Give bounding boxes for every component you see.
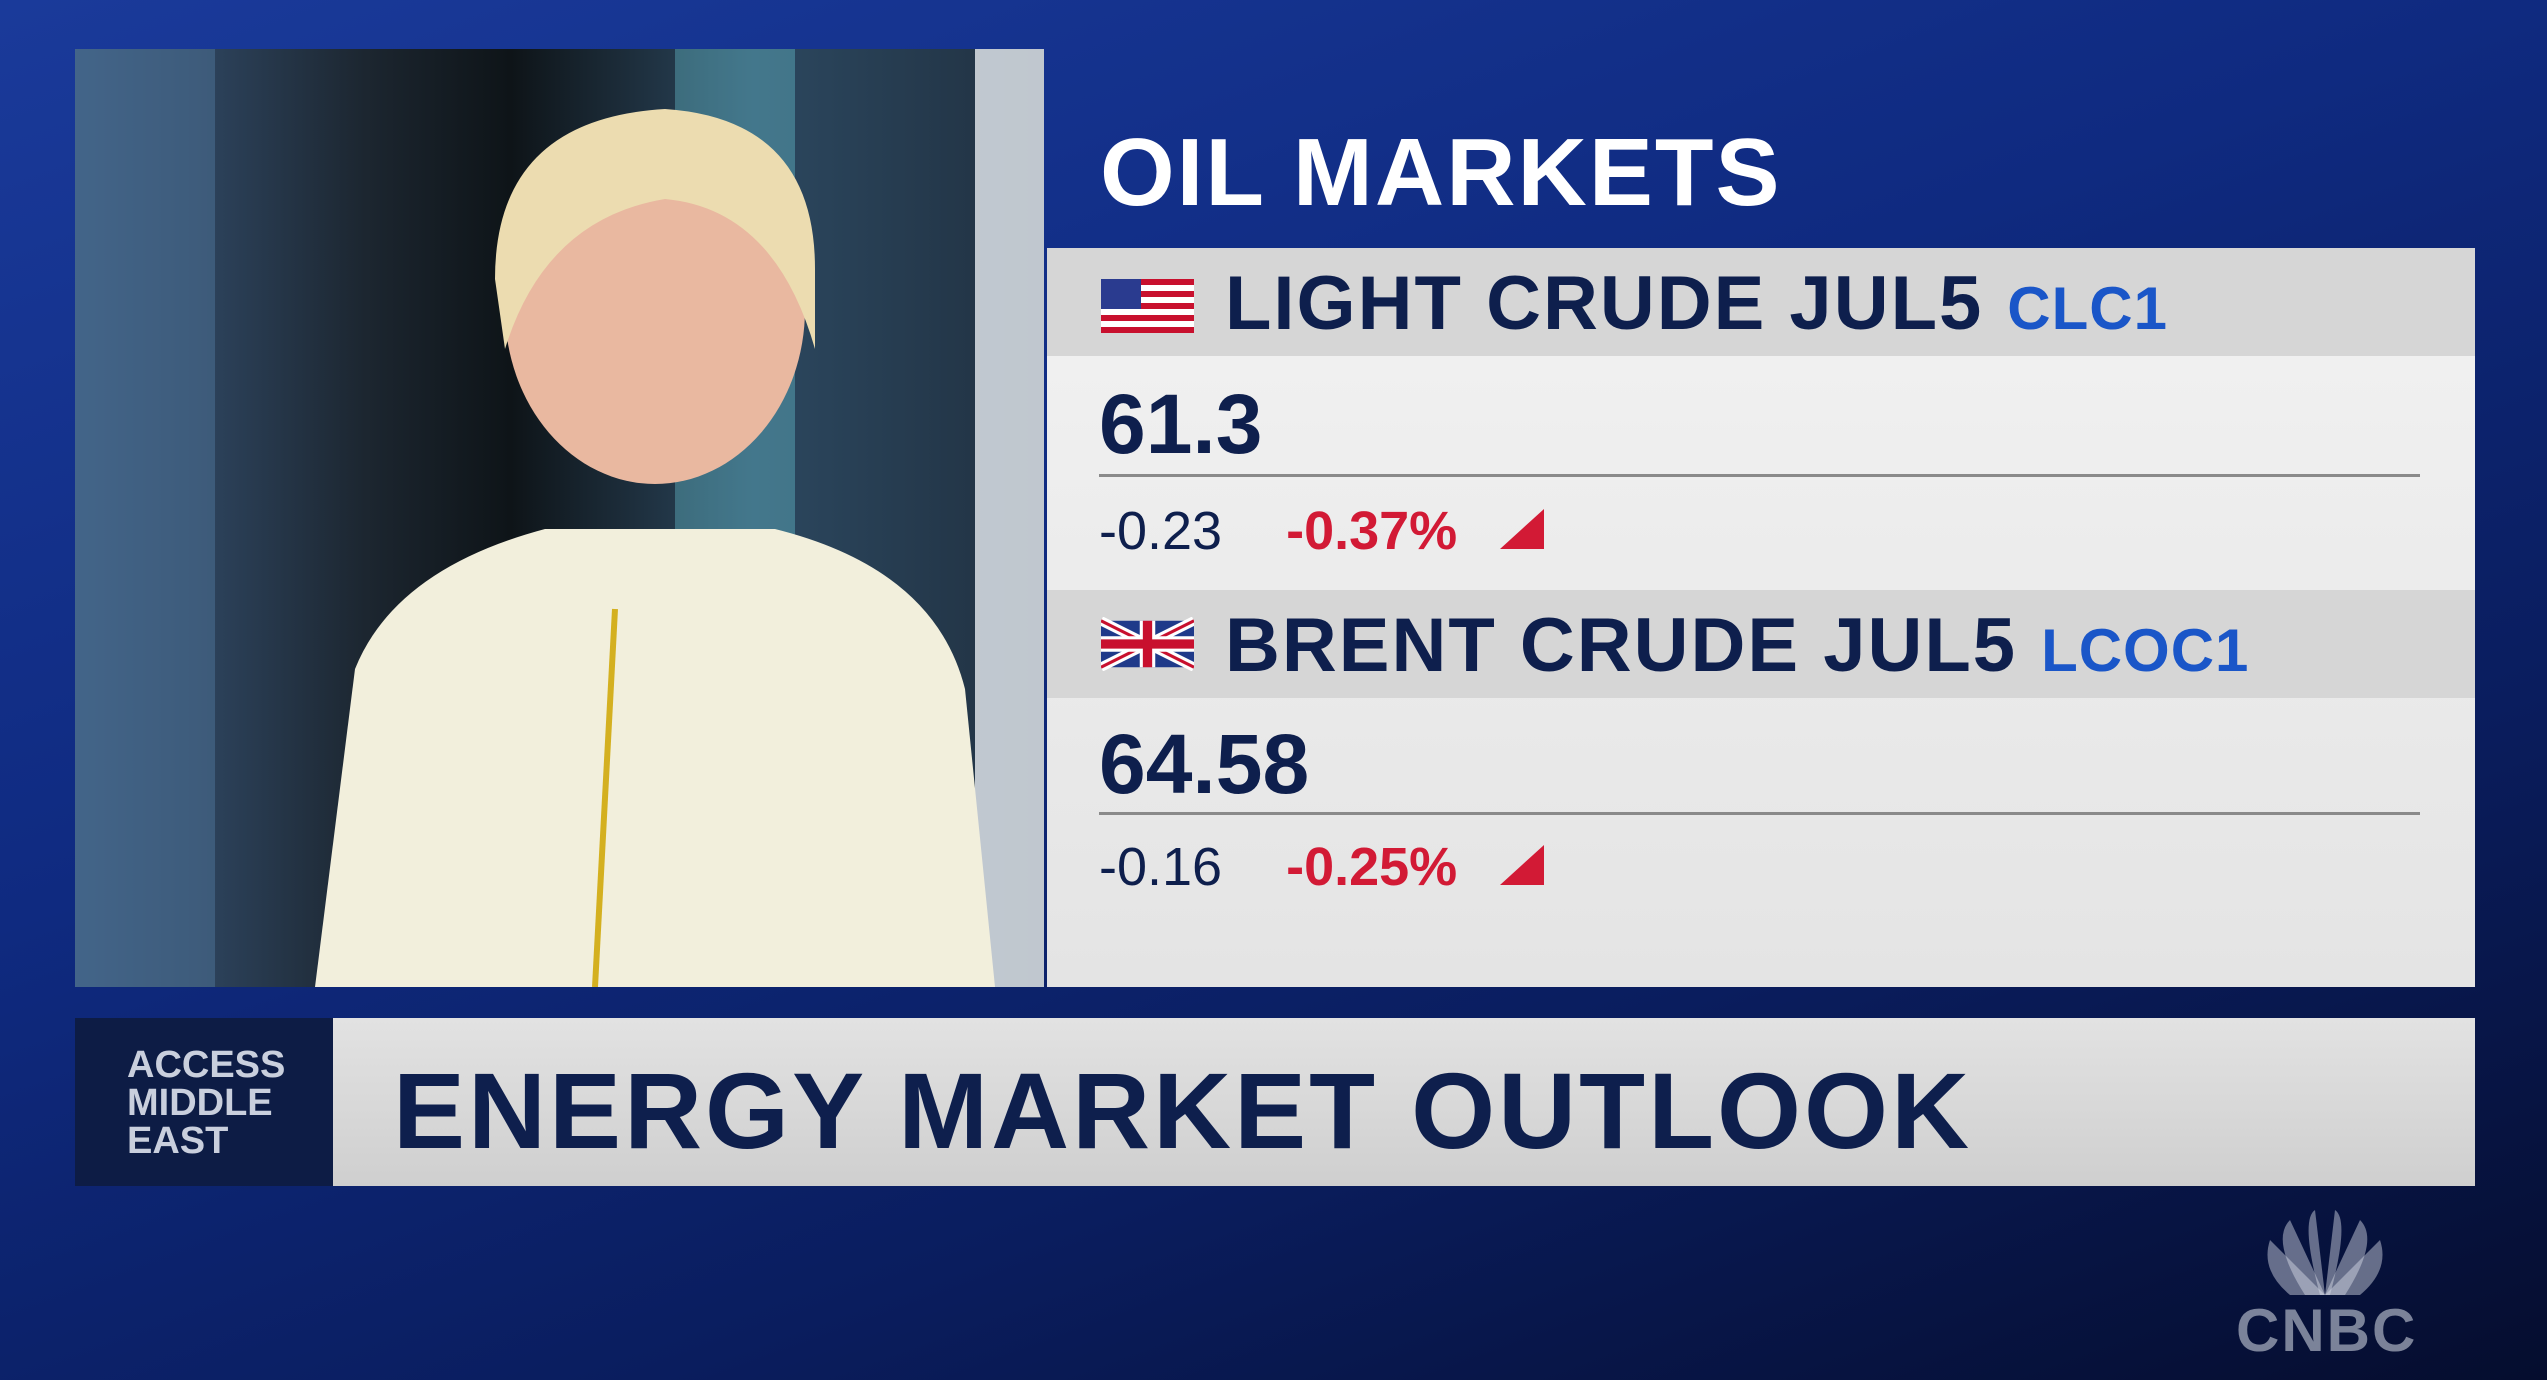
quote-name: LIGHT CRUDE JUL5 CLC1 (1225, 260, 2168, 347)
show-name: ACCESS MIDDLE EAST (75, 1018, 333, 1186)
down-indicator (1500, 509, 1545, 549)
quote-price: 61.3 (1099, 377, 1263, 471)
video-feed (75, 49, 1044, 987)
uk-flag (1101, 617, 1194, 671)
presenter-image (75, 49, 1044, 987)
headline: ENERGY MARKET OUTLOOK (393, 1050, 1973, 1171)
quote-ticker: LCOC1 (2041, 617, 2250, 684)
us-flag (1101, 279, 1194, 333)
change-value: -0.23 (1099, 501, 1223, 561)
quote-change: -0.16 -0.25% (1099, 836, 1545, 898)
quotes-panel: LIGHT CRUDE JUL5 CLC1 61.3 -0.23 -0.37% BR… (1047, 248, 2475, 987)
change-value: -0.16 (1099, 837, 1223, 897)
quote-change: -0.23 -0.37% (1099, 500, 1545, 562)
headline-bar: ENERGY MARKET OUTLOOK (333, 1018, 2475, 1186)
quote-header: LIGHT CRUDE JUL5 CLC1 (1047, 248, 2475, 356)
show-line: MIDDLE (127, 1082, 273, 1124)
show-line: EAST (127, 1120, 229, 1162)
network-logo: CNBC (2236, 1297, 2418, 1364)
quote-name: BRENT CRUDE JUL5 LCOC1 (1225, 602, 2249, 689)
quote-price: 64.58 (1099, 717, 1310, 811)
quote-header: BRENT CRUDE JUL5 LCOC1 (1047, 590, 2475, 698)
quote-name-text: BRENT CRUDE JUL5 (1225, 603, 2018, 688)
logo-peacock (2267, 1210, 2383, 1295)
divider (1099, 812, 2420, 815)
show-line: ACCESS (127, 1044, 286, 1086)
section-title: OIL MARKETS (1100, 119, 1782, 226)
down-indicator (1500, 845, 1545, 885)
change-percent: -0.25% (1286, 837, 1458, 897)
quote-name-text: LIGHT CRUDE JUL5 (1225, 261, 1984, 346)
change-percent: -0.37% (1286, 501, 1458, 561)
quote-ticker: CLC1 (2007, 275, 2168, 342)
divider (1099, 474, 2420, 477)
